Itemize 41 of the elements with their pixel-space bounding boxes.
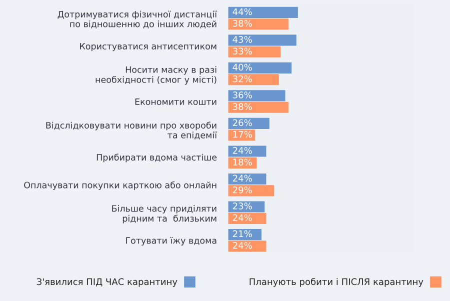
- data-label: 17%: [233, 130, 252, 138]
- bar: [228, 146, 266, 157]
- data-label: 33%: [233, 48, 252, 54]
- data-label: 23%: [232, 202, 252, 210]
- bar: [228, 6, 298, 18]
- data-label: 24%: [232, 214, 252, 222]
- y-tick-label: Відслідковувати новини про хвороби та епідемії: [46, 122, 218, 140]
- data-label: 38%: [233, 103, 252, 110]
- y-tick-label: Готувати їжу вдома: [126, 237, 216, 246]
- bar: [228, 90, 286, 102]
- bar: [228, 201, 265, 212]
- y-tick-label: Економити кошти: [135, 98, 216, 106]
- y-tick-label: Прибирати вдома частіше: [96, 154, 217, 162]
- bar: [228, 185, 274, 196]
- data-label: 38%: [233, 20, 252, 27]
- data-label: 24%: [232, 174, 252, 182]
- bar: [228, 118, 270, 130]
- data-label: 44%: [232, 8, 252, 16]
- data-label: 29%: [232, 186, 252, 194]
- bar: [228, 46, 280, 58]
- y-tick-label: Носити маску в разі необхідності (смог у місті): [96, 66, 216, 85]
- y-tick-label: Оплачувати покупки карткою або онлайн: [24, 181, 216, 190]
- bar: [228, 18, 288, 30]
- data-label: 24%: [232, 147, 252, 154]
- data-label: 36%: [233, 92, 252, 98]
- data-label: 24%: [232, 242, 252, 249]
- data-label: 18%: [233, 158, 252, 166]
- bar: [228, 62, 292, 74]
- data-label: 43%: [232, 36, 252, 43]
- data-label: 26%: [232, 119, 252, 126]
- y-tick-label: Користуватися антисептиком: [80, 42, 216, 52]
- y-tick-label: Більше часу приділяти рідним та близьким: [112, 204, 216, 224]
- data-label: 32%: [233, 75, 252, 82]
- bar: [228, 74, 279, 86]
- legend-label: З'явилися ПІД ЧАС карантину: [36, 278, 178, 287]
- y-tick-label: Дотримуватися фізичної дистанції по відношенню до інших людей: [58, 10, 218, 28]
- bar: [228, 34, 296, 46]
- legend-label: Планують робити і ПІСЛЯ карантину: [250, 278, 424, 287]
- data-label: 40%: [232, 64, 252, 71]
- bar: [228, 102, 288, 113]
- data-label: 21%: [232, 230, 252, 238]
